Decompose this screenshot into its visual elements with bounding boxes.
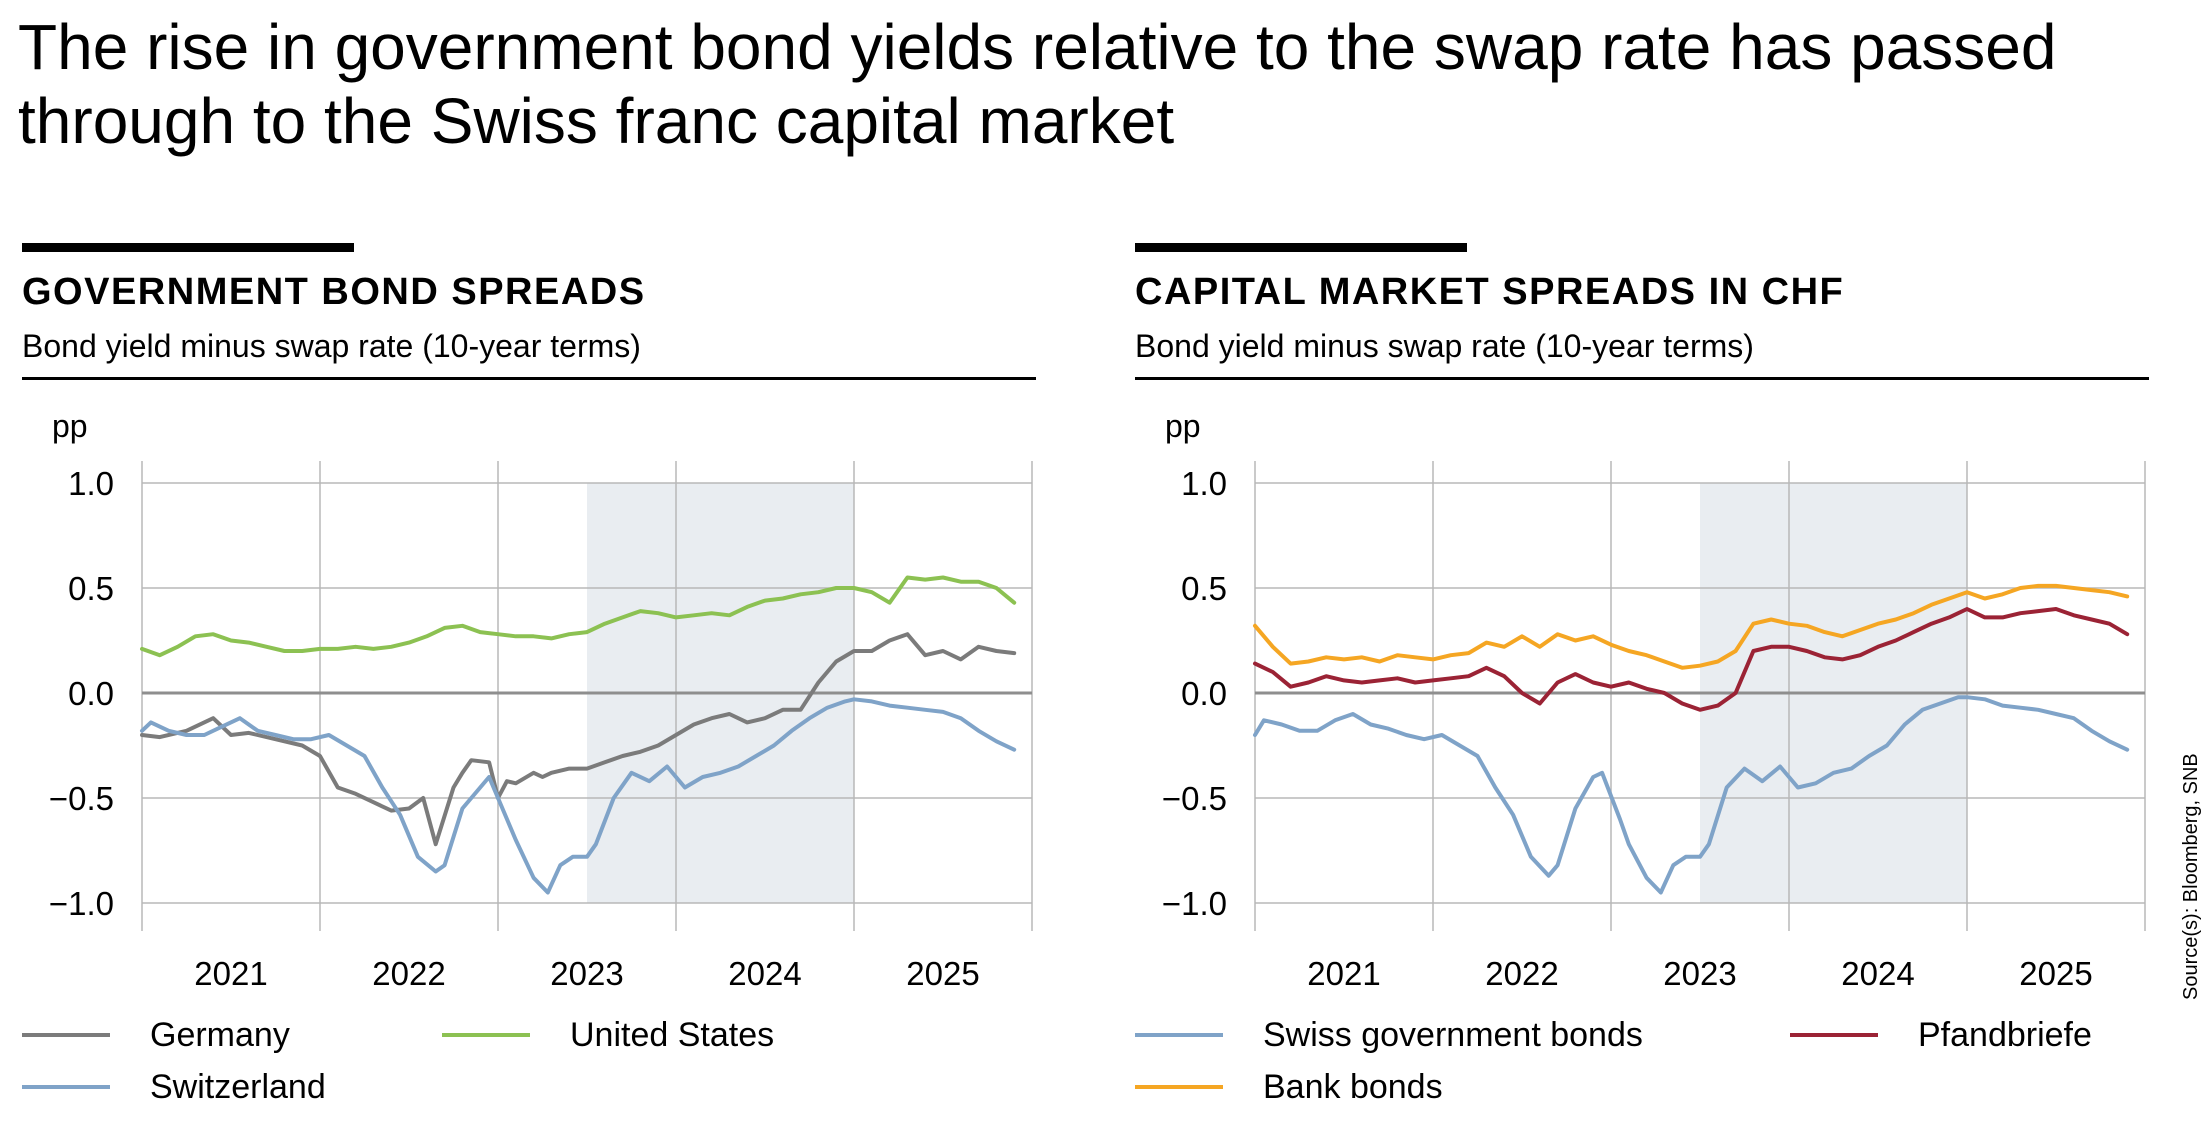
y-tick-label: −1.0 <box>1162 885 1227 922</box>
legend-item-switzerland: Switzerland <box>22 1065 326 1109</box>
series-line-swiss-government-bonds <box>1253 695 2130 895</box>
legend-item-united-states: United States <box>442 1013 774 1057</box>
capital-market-spreads-panel: CAPITAL MARKET SPREADS IN CHF Bond yield… <box>1135 243 2153 1123</box>
series-line-switzerland <box>140 697 1017 895</box>
legend-swatch <box>442 1033 530 1037</box>
source-note: Source(s): Bloomberg, SNB <box>2180 753 2202 1000</box>
x-tick-label: 2025 <box>906 955 979 992</box>
panel-title: CAPITAL MARKET SPREADS IN CHF <box>1135 271 1845 313</box>
series-line-germany <box>140 632 1017 847</box>
panel-accent-bar <box>1135 243 1467 252</box>
y-tick-label: 0.5 <box>1181 570 1227 607</box>
y-tick-label: −0.5 <box>49 780 114 817</box>
panel-title: GOVERNMENT BOND SPREADS <box>22 271 646 313</box>
government-bond-spreads-chart: 1.0 0.5 0.0 −0.5 −1.0 2021 2022 2023 2024 2025 <box>49 461 1033 992</box>
x-tick-label: 2022 <box>1485 955 1558 992</box>
series-line-pfandbriefe <box>1253 607 2130 712</box>
legend-swatch <box>22 1085 110 1089</box>
legend-swatch <box>1135 1033 1223 1037</box>
panel-subtitle: Bond yield minus swap rate (10-year term… <box>1135 328 1754 364</box>
legend-swatch <box>22 1033 110 1037</box>
y-tick-label: 1.0 <box>1181 465 1227 502</box>
legend-swatch <box>1135 1085 1223 1089</box>
legend-label: Switzerland <box>150 1067 326 1106</box>
y-tick-label: 0.0 <box>1181 675 1227 712</box>
y-tick-label: 0.0 <box>68 675 114 712</box>
y-tick-label: −1.0 <box>49 885 114 922</box>
legend-item-pfandbriefe: Pfandbriefe <box>1790 1013 2092 1057</box>
y-tick-label: 0.5 <box>68 570 114 607</box>
chart-legend: Germany Switzerland United States <box>22 1013 1040 1123</box>
legend-label: Swiss government bonds <box>1263 1015 1643 1054</box>
panel-rule <box>1135 377 2149 380</box>
legend-label: Pfandbriefe <box>1918 1015 2092 1054</box>
legend-swatch <box>1790 1033 1878 1037</box>
x-tick-label: 2023 <box>1663 955 1736 992</box>
x-tick-label: 2021 <box>194 955 267 992</box>
legend-item-germany: Germany <box>22 1013 290 1057</box>
legend-label: United States <box>570 1015 775 1054</box>
headline: The rise in government bond yields relat… <box>18 11 2057 157</box>
series-line-united-states <box>140 575 1017 658</box>
x-tick-label: 2022 <box>372 955 445 992</box>
panel-rule <box>22 377 1036 380</box>
panel-subtitle: Bond yield minus swap rate (10-year term… <box>22 328 641 364</box>
x-tick-label: 2021 <box>1307 955 1380 992</box>
panel-accent-bar <box>22 243 354 252</box>
x-tick-label: 2025 <box>2019 955 2092 992</box>
y-axis-unit: pp <box>1165 408 1201 444</box>
y-axis-unit: pp <box>52 408 88 444</box>
y-tick-label: −0.5 <box>1162 780 1227 817</box>
series-line-bank-bonds <box>1253 583 2130 670</box>
legend-label: Bank bonds <box>1263 1067 1443 1106</box>
legend-label: Germany <box>150 1015 290 1054</box>
capital-market-spreads-chart: 1.0 0.5 0.0 −0.5 −1.0 2021 2022 2023 2024 2025 <box>1162 461 2146 992</box>
government-bond-spreads-panel: GOVERNMENT BOND SPREADS Bond yield minus… <box>22 243 1040 1123</box>
legend-item-swiss-government-bonds: Swiss government bonds <box>1135 1013 1643 1057</box>
legend-item-bank-bonds: Bank bonds <box>1135 1065 1443 1109</box>
x-tick-label: 2023 <box>550 955 623 992</box>
chart-legend: Swiss government bonds Bank bonds Pfandb… <box>1135 1013 2153 1123</box>
x-tick-label: 2024 <box>1841 955 1914 992</box>
y-tick-label: 1.0 <box>68 465 114 502</box>
x-tick-label: 2024 <box>728 955 801 992</box>
